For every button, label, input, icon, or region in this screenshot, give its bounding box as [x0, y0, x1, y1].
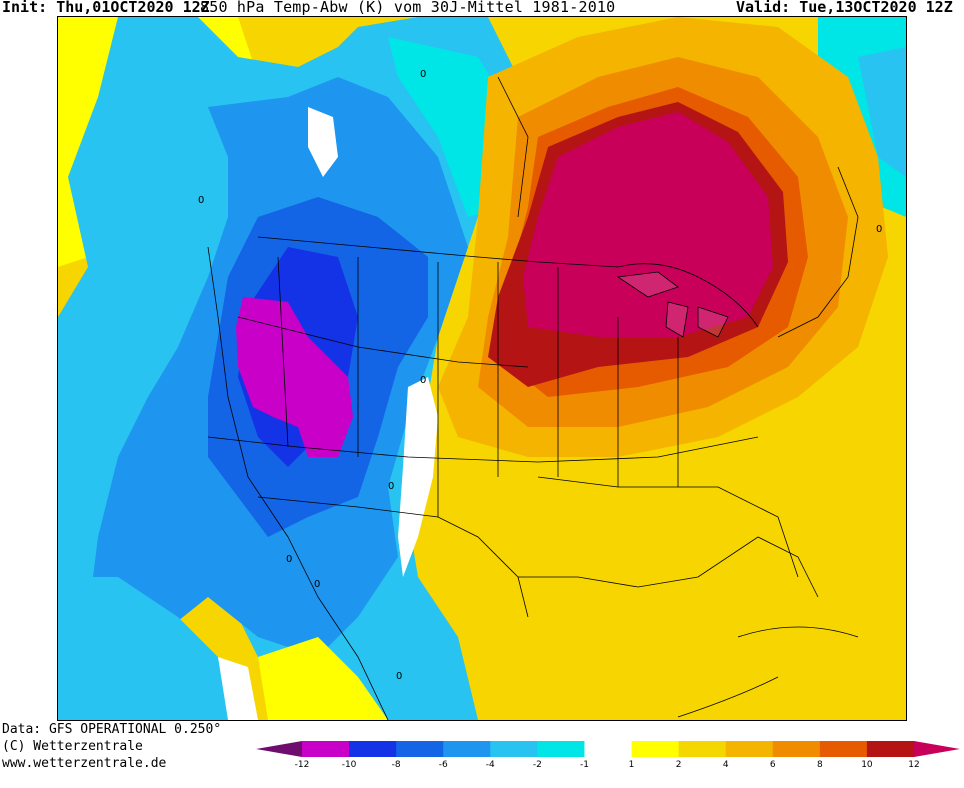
cold-core [236, 297, 353, 457]
colorbar-segment [349, 741, 397, 757]
colorbar-tick-label: 10 [861, 760, 873, 770]
colorbar-segment [678, 741, 727, 757]
copyright: (C) Wetterzentrale [2, 739, 143, 754]
contour-label: 0 [876, 224, 882, 235]
contour-label: 0 [396, 671, 402, 682]
colorbar-segment [256, 741, 302, 757]
colorbar-segment [914, 741, 960, 757]
colorbar-tick-label: 12 [908, 760, 920, 770]
political-boundaries [207, 76, 859, 720]
colorbar-segment [537, 741, 585, 757]
great-lakes [616, 271, 729, 338]
warm-ocean-southwest [258, 637, 388, 720]
neutral-band-mountains [398, 377, 438, 577]
anomaly-map: 0 0 0 0 0 0 0 0 [57, 16, 907, 721]
colorbar-segment [584, 741, 633, 757]
init-time: Init: Thu,01OCT2020 12Z [2, 0, 210, 16]
map-canvas: 0 0 0 0 0 0 0 0 [58, 17, 906, 720]
colorbar-segment [725, 741, 774, 757]
colorbar-segment [396, 741, 444, 757]
colorbar-tick-label: 8 [816, 760, 823, 770]
colorbar-tick-label: -2 [532, 760, 542, 770]
colorbar-tick-label: -6 [438, 760, 448, 770]
website-url: www.wetterzentrale.de [2, 756, 167, 771]
contour-label: 0 [420, 69, 426, 80]
variable-title: 850 hPa Temp-Abw (K) vom 30J-Mittel 1981… [200, 0, 616, 16]
cold-ocean-southwest [58, 577, 248, 720]
contour-label: 0 [286, 554, 292, 565]
colorbar-segment [631, 741, 680, 757]
contour-labels: 0 0 0 0 0 0 0 0 [198, 69, 882, 682]
colorbar-tick-label: 4 [722, 760, 729, 770]
neutral-band-southwest [218, 657, 258, 720]
colorbar-segment [490, 741, 538, 757]
data-source: Data: GFS OPERATIONAL 0.250° [2, 722, 222, 737]
colorbar-segment [819, 741, 868, 757]
cold-region-northeast-core [858, 47, 906, 177]
valid-time: Valid: Tue,13OCT2020 12Z [736, 0, 953, 16]
contour-label: 0 [314, 579, 320, 590]
colorbar-tick-label: 1 [628, 760, 635, 770]
gulf-coastline [518, 536, 859, 718]
colorbar-segment [866, 741, 915, 757]
colorbar-segment [302, 741, 350, 757]
colorbar-tick-label: 6 [769, 760, 776, 770]
colorbar-tick-label: -4 [485, 760, 495, 770]
colorbar-tick-label: -12 [294, 760, 310, 770]
colorbar [256, 741, 960, 757]
contour-label: 0 [420, 375, 426, 386]
colorbar-tick-label: -8 [391, 760, 401, 770]
contour-label: 0 [198, 195, 204, 206]
contour-label: 0 [388, 481, 394, 492]
colorbar-tick-label: -1 [579, 760, 589, 770]
colorbar-tick-label: 2 [675, 760, 682, 770]
warm-anomaly-core [523, 112, 773, 337]
neutral-band-north [308, 107, 338, 177]
colorbar-tick-label: -10 [341, 760, 357, 770]
colorbar-segment [443, 741, 491, 757]
colorbar-segment [772, 741, 821, 757]
